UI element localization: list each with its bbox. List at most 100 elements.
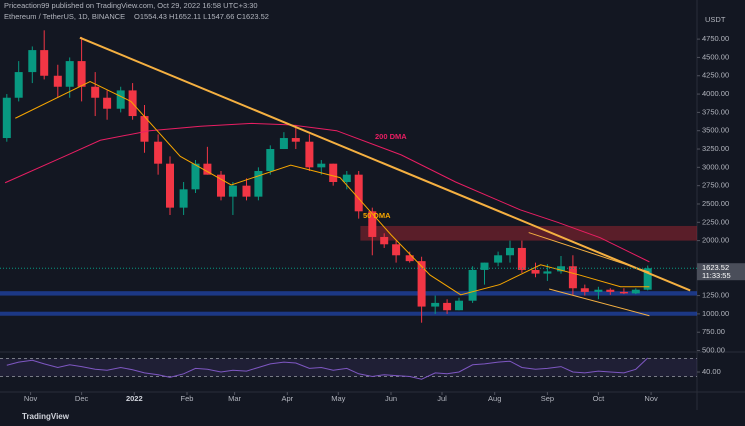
y-tick-label: 3250.00 [702,144,729,153]
y-tick-label: 2750.00 [702,181,729,190]
candle-body [91,86,100,98]
candle-body [631,289,640,294]
candle-body [166,163,174,208]
y-tick-label: 1000.00 [702,309,729,318]
y-tick-label: 4750.00 [702,34,729,43]
moving-average [15,81,650,296]
zone [0,291,697,296]
candle-body [543,271,552,274]
y-tick-label: 2500.00 [702,199,729,208]
rsi-line [6,357,649,380]
y-tick-label: 4500.00 [702,52,729,61]
x-tick-label: May [331,394,345,403]
x-tick-label: Oct [593,394,606,403]
candle-body [354,174,363,212]
candle-body [305,141,314,168]
candle-body [116,90,125,109]
candle-body [606,289,615,292]
candle-body [2,97,11,139]
candle-body [443,302,452,311]
y-tick-label: 3500.00 [702,126,729,135]
candle-body [103,97,112,109]
x-tick-label: Dec [75,394,89,403]
candle-body [531,269,540,274]
moving-average [4,122,650,263]
candle-body [203,163,212,175]
candle-body [242,185,251,197]
candle-body [643,268,652,290]
candle-body [417,261,426,307]
candle-body [594,289,603,292]
ohlc: O1554.43 H1652.11 L1547.66 C1623.52 [134,12,269,21]
trendline [548,288,650,317]
candle-body [266,149,275,172]
candle-body [65,61,74,87]
axis-unit: USDT [705,15,726,24]
candle-body [254,171,263,197]
candle-body [140,116,149,142]
x-tick-label: Nov [24,394,38,403]
y-tick-label: 2250.00 [702,217,729,226]
candle-body [517,247,526,270]
y-tick-label: 40.00 [702,367,721,376]
candle-body [480,262,489,270]
candle-body [191,163,200,190]
x-tick-label: Sep [541,394,554,403]
candle-body [279,138,288,150]
candle-body [228,185,237,197]
y-tick-label: 3000.00 [702,162,729,171]
x-tick-label: Mar [228,394,241,403]
y-tick-label: 1250.00 [702,291,729,300]
candle-body [392,244,401,256]
candle-body [405,255,414,262]
candle-body [217,174,225,197]
candle-body [53,75,62,87]
candle-body [431,302,440,307]
y-tick-label: 750.00 [702,327,725,336]
candle-body [291,138,300,142]
x-tick-label: Feb [181,394,194,403]
last-price-label: 1623.52 [702,263,729,272]
zone [0,311,697,316]
candle-body [14,72,23,98]
x-tick-label: Jul [437,394,447,403]
x-tick-label: Jun [385,394,397,403]
candle-body [40,50,49,76]
candle-body [506,247,514,256]
candle-body [380,236,389,245]
candle-body [580,288,589,292]
y-tick-label: 4000.00 [702,89,729,98]
candle-body [468,269,477,301]
y-tick-label: 2000.00 [702,236,729,245]
candle-body [568,266,577,289]
y-tick-label: 500.00 [702,346,725,355]
y-tick-label: 3750.00 [702,107,729,116]
candle-body [494,255,503,263]
y-tick-label: 4250.00 [702,71,729,80]
x-tick-label: Apr [281,394,293,403]
zone [360,225,697,241]
x-tick-label: Aug [488,394,501,403]
footer-logo: TradingView [22,412,70,421]
candle-body [619,291,628,294]
x-tick-label: 2022 [126,394,143,403]
ma-label: 50 DMA [363,211,391,220]
candle-body [154,141,163,164]
publisher: Priceaction99 published on TradingView.c… [4,1,258,10]
rsi-band [0,358,697,377]
candle-body [317,163,326,168]
candle-body [77,61,86,87]
x-tick-label: Nov [644,394,658,403]
countdown: 11:33:55 [702,271,731,280]
ma-label: 200 DMA [375,132,407,141]
candle-body [342,174,351,182]
last-price-tag [697,263,745,281]
candle-body [455,300,463,311]
candle-body [557,266,565,272]
candle-body [368,211,377,237]
symbol: Ethereum / TetherUS, 1D, BINANCE [4,12,125,21]
candle-body [329,163,338,182]
candle-body [179,189,188,208]
trendline [528,232,650,273]
